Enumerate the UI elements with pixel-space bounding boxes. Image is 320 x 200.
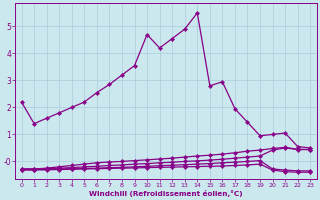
X-axis label: Windchill (Refroidissement éolien,°C): Windchill (Refroidissement éolien,°C) (89, 190, 243, 197)
